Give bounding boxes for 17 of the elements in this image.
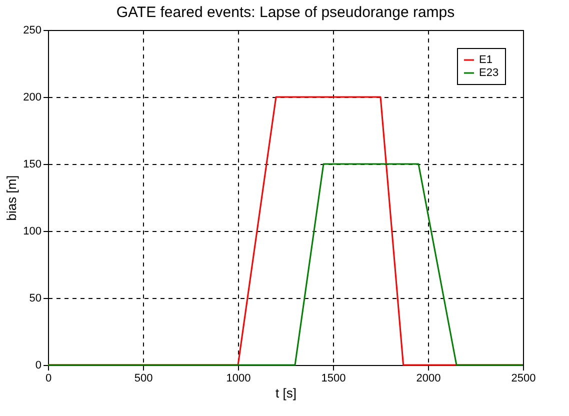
x-tick-label: 1000 bbox=[226, 372, 251, 384]
y-tick-label: 200 bbox=[23, 92, 42, 104]
y-tick-label: 50 bbox=[29, 292, 42, 304]
x-tick-label: 2000 bbox=[416, 372, 441, 384]
y-axis-title: bias [m] bbox=[4, 175, 20, 221]
y-tick-label: 150 bbox=[23, 158, 42, 170]
chart-title: GATE feared events: Lapse of pseudorange ramps bbox=[116, 4, 455, 21]
x-tick-label: 500 bbox=[134, 372, 153, 384]
x-tick-label: 1500 bbox=[321, 372, 346, 384]
x-tick-label: 0 bbox=[45, 372, 52, 384]
y-tick-label: 250 bbox=[23, 24, 42, 36]
y-tick-label: 0 bbox=[35, 360, 42, 372]
x-axis-title: t [s] bbox=[276, 386, 296, 400]
x-tick-label: 2500 bbox=[511, 372, 536, 384]
legend-label: E1 bbox=[479, 54, 492, 66]
legend-label: E23 bbox=[479, 67, 499, 79]
y-tick-label: 100 bbox=[23, 226, 42, 238]
